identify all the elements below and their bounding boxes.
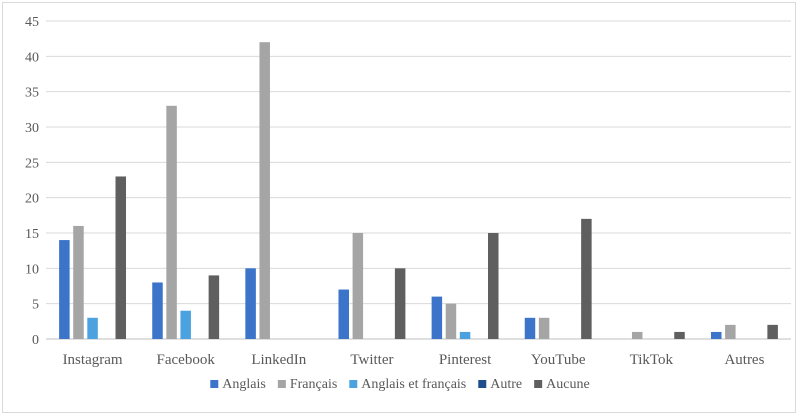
bar-fran-ais-facebook <box>166 105 177 339</box>
bar-fran-ais-twitter <box>352 233 364 339</box>
bar-aucune-facebook <box>208 275 220 339</box>
bar-anglais-youtube <box>524 317 536 339</box>
bar-fran-ais-instagram <box>73 225 84 339</box>
bar-fran-ais-pinterest <box>445 303 457 339</box>
legend-swatch <box>210 380 219 388</box>
y-tick-label: 15 <box>25 227 39 242</box>
legend-swatch <box>277 380 286 388</box>
x-category-label: Autres <box>724 352 764 368</box>
bar-anglais-autres <box>710 331 722 339</box>
bar-anglais-twitter <box>338 289 349 339</box>
bar-aucune-pinterest <box>488 233 499 339</box>
chart-frame: 0 5 10 15 20 25 30 35 40 45 Instagram Facebook Link… <box>2 2 796 413</box>
bar-aucune-tiktok <box>674 331 685 339</box>
bar-fran-ais-autres <box>725 324 736 339</box>
bar-anglais-et-fran-ais-pinterest <box>459 331 471 339</box>
legend-label: Français <box>290 377 337 392</box>
legend-label: Anglais <box>222 377 266 392</box>
y-tick-label: 25 <box>25 156 39 171</box>
legend-swatch <box>534 380 543 388</box>
x-category-label: LinkedIn <box>251 352 306 368</box>
x-category-label: Pinterest <box>439 352 492 368</box>
bar-anglais-linkedin <box>245 268 256 339</box>
x-category-label: Facebook <box>157 352 216 368</box>
y-tick-label: 35 <box>25 86 39 101</box>
bar-fran-ais-youtube <box>538 317 550 339</box>
bars <box>59 42 778 339</box>
legend-label: Anglais et français <box>361 377 466 392</box>
legend-label: Aucune <box>546 377 590 392</box>
y-tick-label: 45 <box>25 15 39 30</box>
x-category-label: Instagram <box>63 352 123 368</box>
y-tick-label: 5 <box>32 298 39 313</box>
bar-anglais-et-fran-ais-facebook <box>180 310 191 339</box>
bar-aucune-twitter <box>394 268 406 339</box>
y-tick-label: 40 <box>25 50 39 65</box>
bar-fran-ais-linkedin <box>259 42 270 339</box>
legend: Anglais Français Anglais et français Autre A… <box>210 377 590 392</box>
legend-label: Autre <box>490 377 522 392</box>
x-category-label: TikTok <box>630 352 674 368</box>
bar-aucune-autres <box>767 324 778 339</box>
y-tick-label: 20 <box>25 192 39 207</box>
bar-fran-ais-tiktok <box>631 331 643 339</box>
bar-anglais-instagram <box>59 240 70 339</box>
y-tick-label: 0 <box>32 333 39 348</box>
y-tick-label: 30 <box>25 121 39 136</box>
x-axis-categories: Instagram Facebook LinkedIn Twitter Pinteres… <box>63 352 765 368</box>
bar-chart: 0 5 10 15 20 25 30 35 40 45 Instagram Facebook Link… <box>25 15 791 392</box>
y-tick-label: 10 <box>25 262 39 277</box>
legend-swatch <box>478 380 487 388</box>
legend-swatch <box>349 380 358 388</box>
bar-aucune-instagram <box>115 176 127 339</box>
y-axis-ticks: 0 5 10 15 20 25 30 35 40 45 <box>25 15 39 348</box>
bar-anglais-facebook <box>152 282 163 339</box>
bar-anglais-pinterest <box>431 296 443 339</box>
bar-aucune-youtube <box>581 218 592 339</box>
x-category-label: Twitter <box>350 352 393 368</box>
bar-anglais-et-fran-ais-instagram <box>87 317 98 339</box>
x-category-label: YouTube <box>531 352 586 368</box>
